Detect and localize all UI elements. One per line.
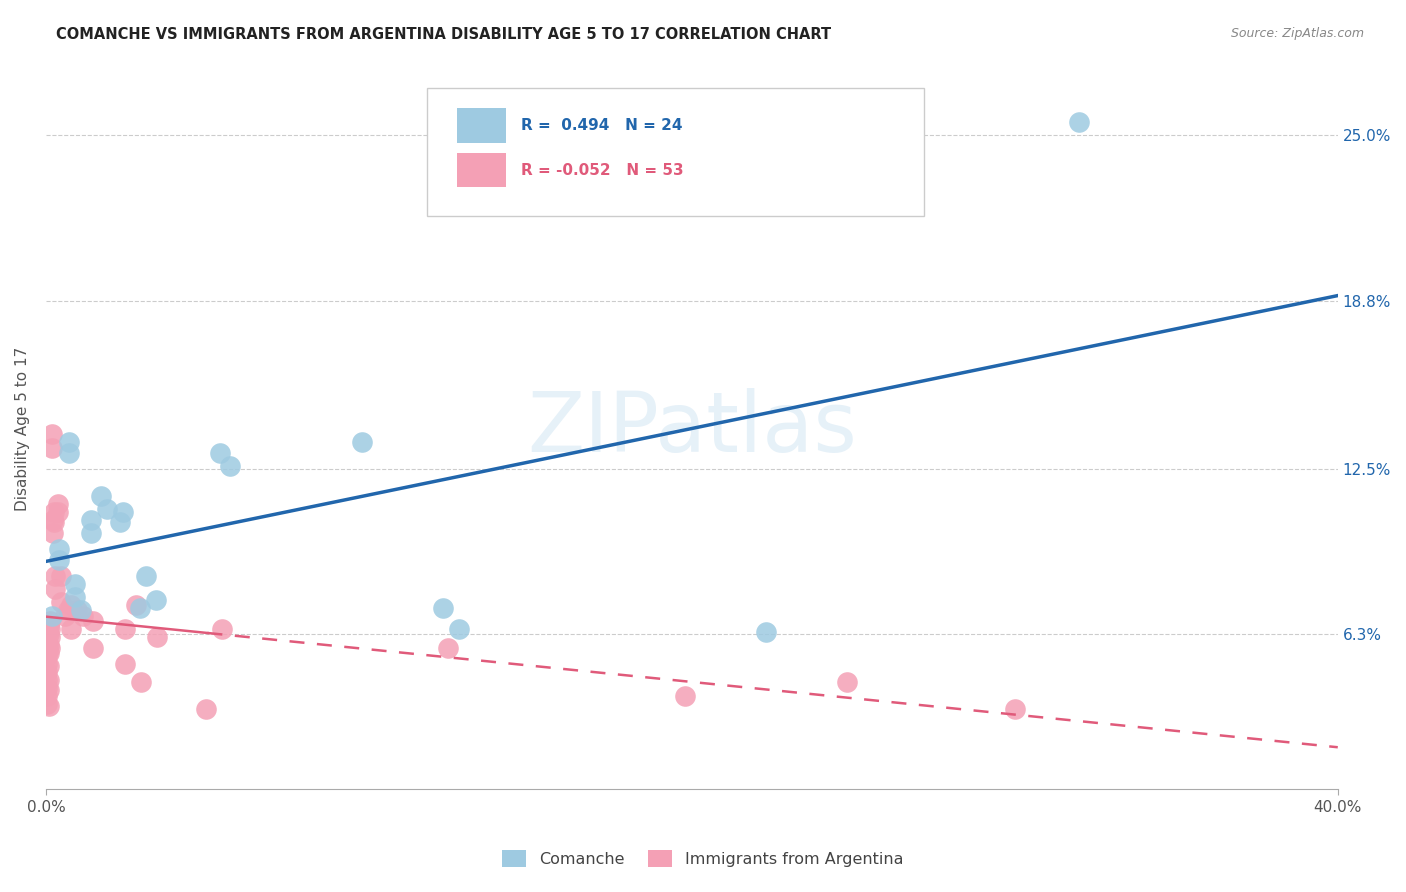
Point	[38, 627, 60, 641]
Point	[37, 681, 59, 695]
Point	[38, 640, 60, 655]
Point	[38, 614, 60, 628]
Point	[38, 638, 60, 652]
Text: R = -0.052   N = 53: R = -0.052 N = 53	[522, 162, 683, 178]
Point	[37, 665, 59, 679]
Point	[58, 446, 80, 460]
Point	[114, 657, 136, 671]
Y-axis label: Disability Age 5 to 17: Disability Age 5 to 17	[15, 347, 30, 511]
Point	[42, 515, 65, 529]
Point	[44, 582, 66, 596]
Point	[835, 675, 858, 690]
Point	[449, 622, 471, 636]
Text: R =  0.494   N = 24: R = 0.494 N = 24	[522, 118, 683, 133]
Point	[53, 608, 76, 623]
Point	[1069, 115, 1091, 129]
Point	[41, 427, 63, 442]
Point	[42, 505, 65, 519]
Point	[352, 435, 374, 450]
Point	[48, 552, 70, 566]
Point	[38, 630, 60, 644]
Point	[51, 595, 73, 609]
Point	[46, 497, 69, 511]
Point	[38, 673, 60, 687]
Point	[211, 622, 233, 636]
Point	[110, 515, 132, 529]
Point	[72, 608, 94, 623]
Point	[42, 512, 65, 526]
Point	[63, 576, 86, 591]
Point	[219, 459, 242, 474]
Point	[42, 525, 65, 540]
Point	[38, 619, 60, 633]
Point	[112, 505, 135, 519]
Point	[63, 590, 86, 604]
Point	[437, 640, 460, 655]
Point	[37, 635, 59, 649]
Text: ZIPatlas: ZIPatlas	[527, 388, 856, 469]
Point	[37, 648, 59, 663]
Point	[38, 683, 60, 698]
Legend: Comanche, Immigrants from Argentina: Comanche, Immigrants from Argentina	[495, 842, 911, 875]
Point	[129, 675, 152, 690]
Point	[80, 525, 103, 540]
Point	[37, 627, 59, 641]
FancyBboxPatch shape	[427, 88, 924, 216]
Point	[209, 446, 232, 460]
Point	[96, 502, 118, 516]
Point	[51, 568, 73, 582]
Point	[128, 600, 150, 615]
Point	[114, 622, 136, 636]
Point	[38, 622, 60, 636]
Point	[1004, 702, 1026, 716]
Point	[37, 697, 59, 711]
Point	[432, 600, 454, 615]
Point	[38, 699, 60, 714]
Text: COMANCHE VS IMMIGRANTS FROM ARGENTINA DISABILITY AGE 5 TO 17 CORRELATION CHART: COMANCHE VS IMMIGRANTS FROM ARGENTINA DI…	[56, 27, 831, 42]
Point	[37, 689, 59, 703]
Point	[41, 441, 63, 455]
Point	[48, 541, 70, 556]
Text: Source: ZipAtlas.com: Source: ZipAtlas.com	[1230, 27, 1364, 40]
Point	[37, 673, 59, 687]
Point	[41, 608, 63, 623]
Point	[135, 568, 157, 582]
Point	[673, 689, 696, 703]
Point	[60, 598, 83, 612]
Point	[37, 640, 59, 655]
Point	[82, 640, 104, 655]
Point	[38, 659, 60, 673]
Point	[38, 646, 60, 660]
Point	[44, 568, 66, 582]
Point	[145, 592, 167, 607]
Point	[37, 657, 59, 671]
FancyBboxPatch shape	[457, 153, 506, 187]
Point	[125, 598, 148, 612]
Point	[66, 603, 89, 617]
Point	[58, 435, 80, 450]
Point	[80, 512, 103, 526]
Point	[90, 489, 112, 503]
Point	[755, 624, 778, 639]
Point	[194, 702, 217, 716]
Point	[60, 622, 83, 636]
Point	[56, 603, 79, 617]
Point	[146, 630, 169, 644]
FancyBboxPatch shape	[457, 108, 506, 143]
Point	[46, 505, 69, 519]
Point	[82, 614, 104, 628]
Point	[70, 603, 93, 617]
